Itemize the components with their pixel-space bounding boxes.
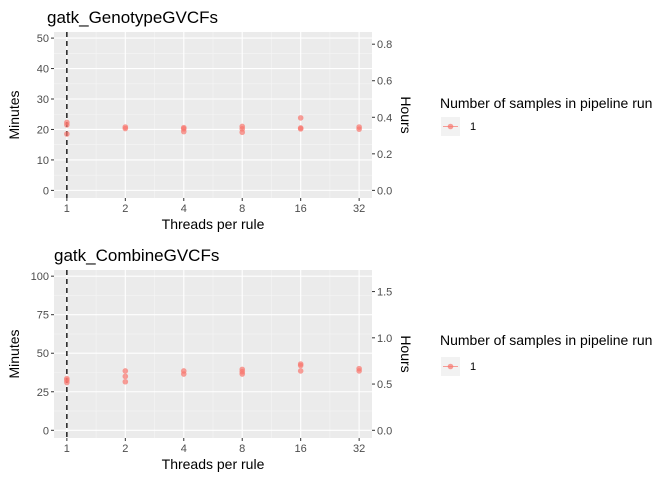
legend-title: Number of samples in pipeline run bbox=[440, 332, 652, 348]
x-tick-label: 1 bbox=[64, 203, 70, 215]
y-tick-label: 75 bbox=[37, 310, 49, 322]
legend-label: 1 bbox=[470, 121, 476, 133]
data-point bbox=[356, 124, 362, 130]
data-point bbox=[122, 368, 129, 374]
data-point bbox=[64, 119, 70, 126]
y2-tick-label: 0.4 bbox=[377, 112, 392, 124]
y2-axis-title: Hours bbox=[398, 335, 414, 372]
x-tick-label: 2 bbox=[122, 203, 128, 215]
x-tick-label: 16 bbox=[295, 443, 307, 455]
y2-tick-label: 0.8 bbox=[377, 39, 392, 51]
chart-title: gatk_CombineGVCFs bbox=[54, 246, 219, 265]
legend-title: Number of samples in pipeline run bbox=[440, 95, 652, 111]
x-tick-label: 8 bbox=[239, 443, 245, 455]
y-tick-label: 50 bbox=[37, 348, 49, 360]
legend: Number of samples in pipeline run 1 bbox=[440, 95, 652, 136]
y-axis-title: Minutes bbox=[6, 329, 22, 378]
y-tick-label: 30 bbox=[37, 94, 49, 106]
chart-panel-1: gatk_GenotypeGVCFs 0 10 20 30 40 50 0.0 0.2 0.4 0.… bbox=[6, 8, 652, 232]
x-tick-label: 32 bbox=[353, 443, 365, 455]
y-tick-label: 20 bbox=[37, 124, 49, 136]
x-tick-label: 4 bbox=[181, 203, 187, 215]
x-tick-label: 32 bbox=[353, 203, 365, 215]
y-tick-label: 0 bbox=[43, 425, 49, 437]
y2-axis-title: Hours bbox=[398, 96, 414, 133]
data-point bbox=[122, 373, 129, 380]
y2-tick-label: 0.0 bbox=[377, 185, 392, 197]
x-tick-label: 1 bbox=[64, 443, 70, 455]
y2-tick-label: 1.0 bbox=[377, 333, 392, 345]
data-point bbox=[239, 366, 246, 373]
data-point bbox=[297, 115, 304, 121]
data-point bbox=[180, 368, 187, 374]
y-axis-title: Minutes bbox=[6, 90, 22, 139]
y-tick-label: 100 bbox=[31, 271, 49, 283]
data-point bbox=[297, 361, 304, 367]
data-point bbox=[122, 378, 129, 385]
data-point bbox=[64, 375, 70, 382]
chart-panel-2: gatk_CombineGVCFs 0 25 50 75 100 0.0 0.5 1.0 1.5 1… bbox=[6, 246, 652, 472]
y2-tick-label: 0.2 bbox=[377, 149, 392, 161]
data-point bbox=[180, 124, 187, 131]
x-tick-label: 8 bbox=[239, 203, 245, 215]
legend-key-point bbox=[447, 363, 454, 370]
y-tick-label: 50 bbox=[37, 33, 49, 45]
x-axis-title: Threads per rule bbox=[162, 456, 265, 472]
data-point bbox=[356, 365, 362, 372]
y-tick-label: 0 bbox=[43, 185, 49, 197]
y2-tick-label: 0.5 bbox=[377, 379, 392, 391]
legend-label: 1 bbox=[470, 361, 476, 373]
data-point bbox=[297, 125, 304, 131]
x-tick-label: 4 bbox=[181, 443, 187, 455]
chart-title: gatk_GenotypeGVCFs bbox=[47, 8, 218, 27]
x-tick-label: 2 bbox=[122, 443, 128, 455]
y2-tick-label: 1.5 bbox=[377, 287, 392, 299]
y-tick-label: 10 bbox=[37, 155, 49, 167]
x-tick-label: 16 bbox=[295, 203, 307, 215]
x-axis-title: Threads per rule bbox=[162, 216, 265, 232]
data-point bbox=[239, 123, 246, 130]
y-tick-label: 40 bbox=[37, 64, 49, 76]
y2-tick-label: 0.6 bbox=[377, 76, 392, 88]
legend: Number of samples in pipeline run 1 bbox=[440, 332, 652, 376]
data-point bbox=[297, 368, 304, 374]
legend-key-point bbox=[447, 123, 454, 130]
y2-tick-label: 0.0 bbox=[377, 425, 392, 437]
y-tick-label: 25 bbox=[37, 387, 49, 399]
data-point bbox=[64, 131, 70, 137]
data-point bbox=[122, 124, 129, 130]
